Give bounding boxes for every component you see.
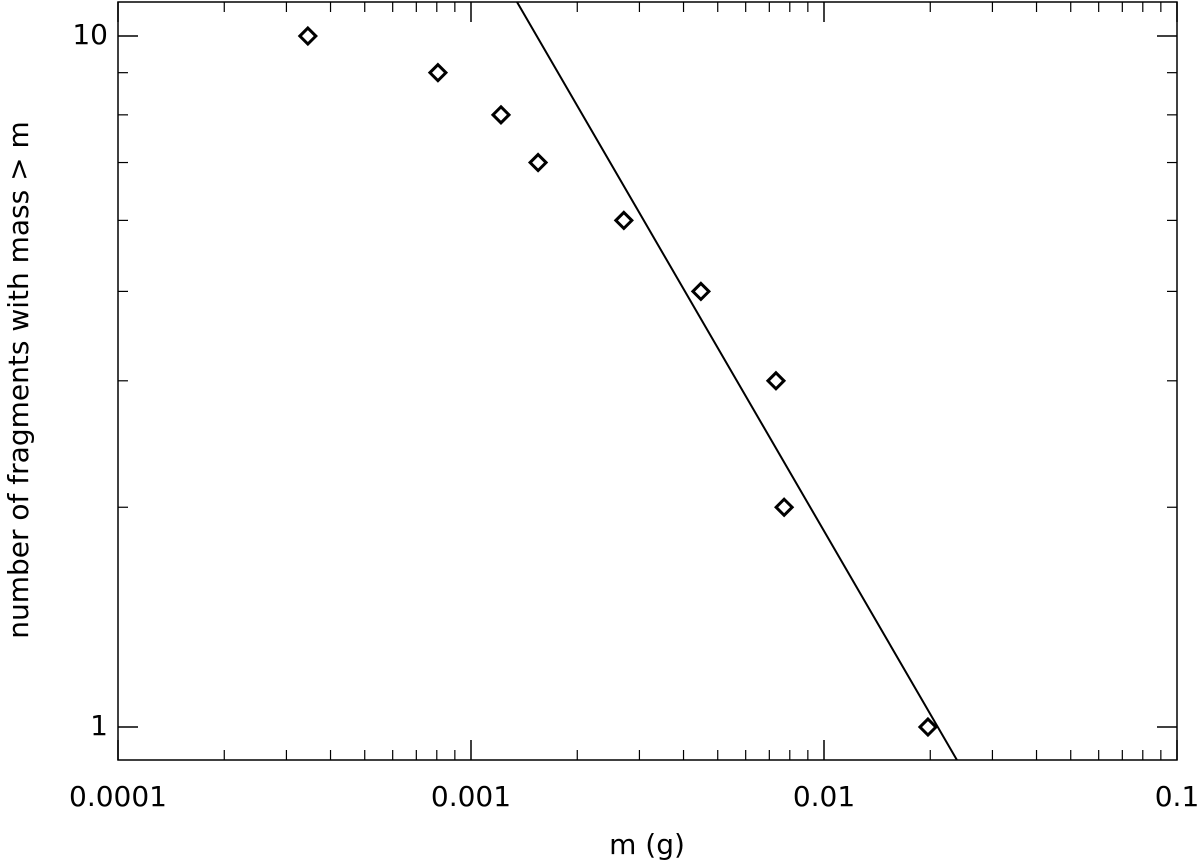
data-point (690, 281, 712, 302)
data-point (427, 62, 449, 83)
x-tick-label: 0.0001 (69, 780, 167, 813)
data-point (613, 210, 634, 231)
data-point (490, 104, 512, 125)
y-axis-label: number of fragments with mass > m (2, 121, 35, 639)
data-point (527, 152, 549, 173)
x-tick-label: 0.001 (431, 780, 511, 813)
x-axis-label: m (g) (609, 828, 685, 861)
data-point (765, 370, 787, 391)
plot-frame (117, 1, 1178, 761)
data-point (917, 716, 939, 738)
y-tick-label: 1 (90, 709, 108, 742)
x-tick-label: 0.1 (1155, 780, 1200, 813)
data-point (774, 497, 795, 518)
fit-line (516, 2, 958, 760)
data-point (297, 25, 318, 47)
x-tick-label: 0.01 (793, 780, 855, 813)
y-tick-label: 10 (72, 18, 108, 51)
